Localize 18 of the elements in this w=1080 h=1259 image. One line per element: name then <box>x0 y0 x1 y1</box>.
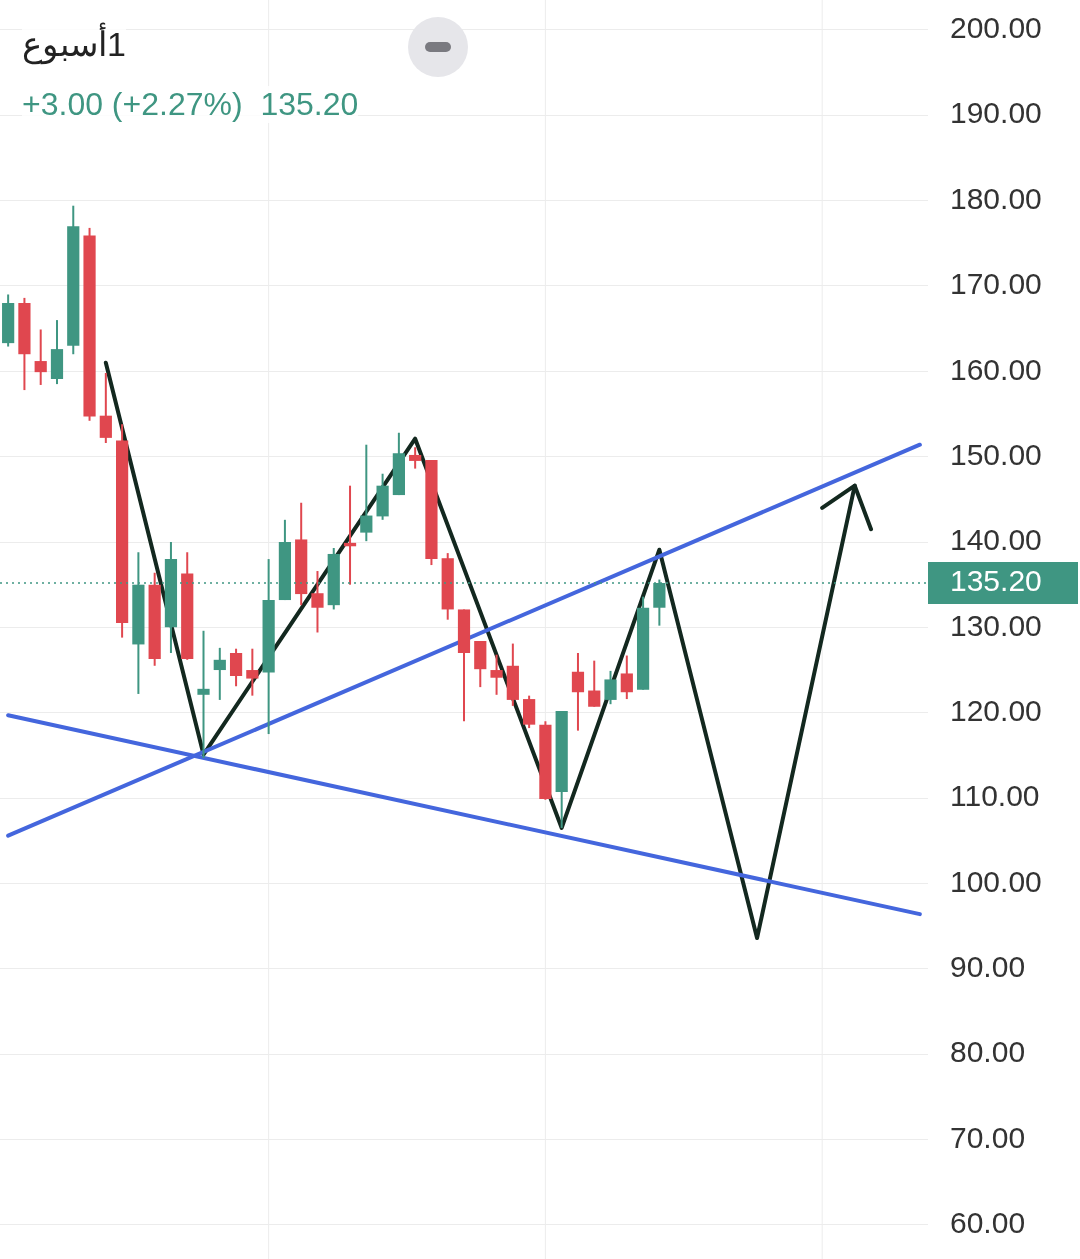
text: 1أسبوع <box>22 24 126 64</box>
y-tick-label: 170.00 <box>950 267 1042 301</box>
y-tick-label: 110.00 <box>950 779 1040 813</box>
y-tick-label: 140.00 <box>950 523 1042 557</box>
y-tick-label: 90.00 <box>950 950 1026 984</box>
ref-line-label: 135.20 <box>950 564 1042 598</box>
y-tick-label: 130.00 <box>950 608 1042 642</box>
text: +3.00 (+2.27%) 135.20 <box>22 86 359 123</box>
y-tick-label: 70.00 <box>950 1120 1026 1154</box>
y-tick-label: 60.00 <box>950 1206 1026 1240</box>
y-tick-label: 190.00 <box>950 96 1042 130</box>
y-tick-label: 160.00 <box>950 352 1042 386</box>
y-tick-label: 80.00 <box>950 1035 1026 1069</box>
y-tick-label: 150.00 <box>950 437 1042 471</box>
y-tick-label: 120.00 <box>950 693 1042 727</box>
y-tick-label: 100.00 <box>950 864 1042 898</box>
y-tick-label: 180.00 <box>950 181 1042 215</box>
y-tick-label: 200.00 <box>950 11 1042 45</box>
